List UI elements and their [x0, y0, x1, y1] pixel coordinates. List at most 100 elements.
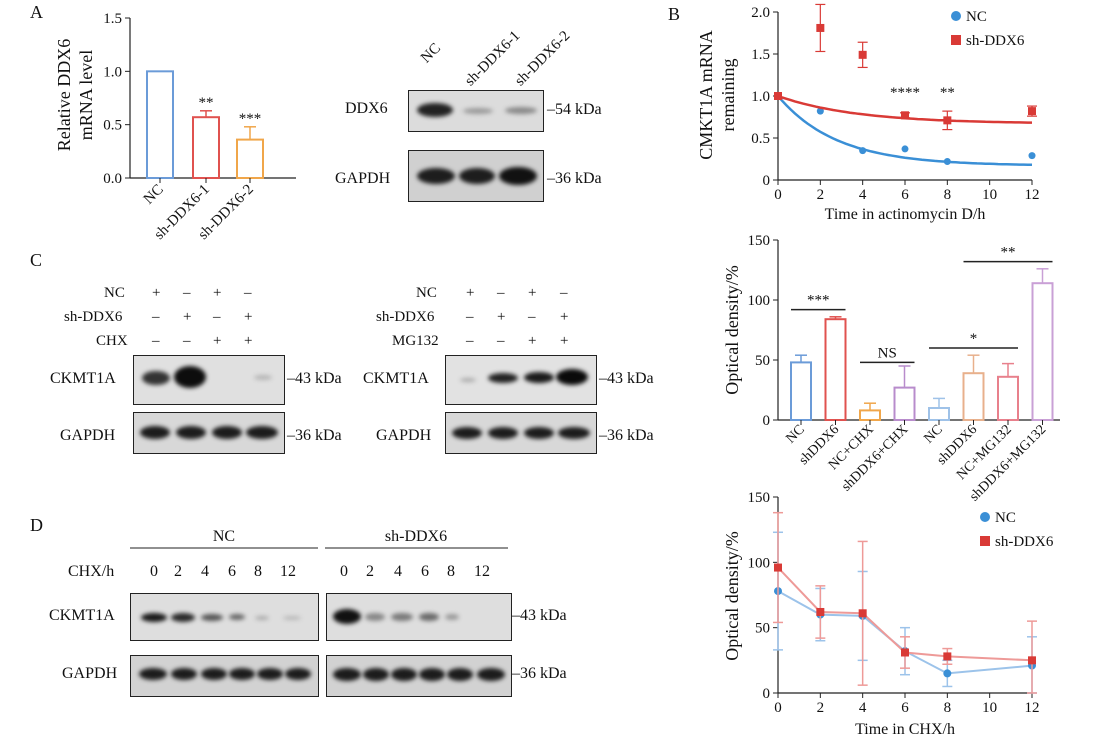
- blot-d-row-ckmt1a: CKMT1A: [49, 607, 115, 624]
- panel-label-c: C: [30, 250, 43, 270]
- panel-c-right-sign: +: [560, 309, 569, 325]
- panel-d-time-value: 2: [366, 563, 374, 580]
- panel-d-point-NC: [774, 587, 782, 596]
- panel-a-ytick-label: 0.0: [103, 171, 122, 187]
- blot-d-shddx6-gapdh: [326, 655, 512, 697]
- panel-c-comparison-label: ***: [807, 293, 830, 309]
- panel-d-time-value: 0: [340, 563, 348, 580]
- panel-c-bar-2: [859, 409, 881, 421]
- panel-d-xtick-label: 10: [982, 700, 997, 716]
- panel-d-time-value: 6: [421, 563, 429, 580]
- panel-c-right-sign: –: [466, 309, 474, 325]
- panel-c-left-sign: –: [244, 285, 252, 301]
- panel-b-point-sh-DDX6: [943, 116, 952, 125]
- panel-b-point-sh-DDX6: [774, 92, 782, 100]
- panel-c-right-sign: –: [528, 309, 536, 325]
- panel-b-xtick-label: 4: [859, 187, 867, 203]
- panel-d-time-value: 6: [228, 563, 236, 580]
- panel-b-legend-marker: [951, 35, 961, 45]
- panel-d-time-label: CHX/h: [68, 563, 115, 580]
- panel-c-comparison-label: NS: [878, 345, 897, 361]
- panel-c-bar-3: [893, 386, 916, 422]
- panel-c-bar-7: [1031, 282, 1054, 422]
- blot-d-row-gapdh: GAPDH: [62, 665, 118, 682]
- panel-c-right-sign: +: [528, 333, 537, 349]
- blot-c2-row-ckmt1a: CKMT1A: [363, 370, 429, 387]
- panel-c-right-sign: +: [560, 333, 569, 349]
- blot-d-nc-gapdh: [130, 655, 319, 697]
- panel-b-ytick-label: 0: [763, 173, 771, 189]
- panel-d-point-sh-DDX6: [858, 609, 867, 618]
- panel-b-point-sh-DDX6: [901, 111, 909, 120]
- panel-b-xtick-label: 8: [944, 187, 952, 203]
- panel-d-time-value: 8: [254, 563, 262, 580]
- panel-d-legend-label: NC: [995, 510, 1016, 526]
- panel-d-legend-marker: [980, 536, 990, 546]
- panel-b-legend-label: sh-DDX6: [966, 33, 1025, 49]
- panel-c-right-sign: –: [466, 333, 474, 349]
- panel-b-ylabel-line1: CMKT1A mRNA: [696, 30, 716, 160]
- panel-c-left-sign: –: [183, 285, 191, 301]
- panel-b-ytick-label: 1.5: [751, 47, 770, 63]
- panel-d-point-NC: [858, 611, 867, 620]
- panel-d-xtick-label: 0: [774, 700, 782, 716]
- panel-b-ytick-label: 0.5: [751, 131, 770, 147]
- panel-c-ytick-label: 150: [748, 233, 771, 249]
- panel-d-xtick-label: 6: [901, 700, 909, 716]
- panel-c-left-row-label: sh-DDX6: [64, 309, 123, 325]
- panel-c-ytick-label: 0: [763, 413, 771, 429]
- panel-c-xtick-label: shDDX6: [935, 422, 981, 468]
- panel-c-xtick-label: NC: [783, 422, 807, 446]
- panel-c-left-row-label: NC: [104, 285, 125, 301]
- panel-c-comparison-label: *: [970, 331, 978, 347]
- panel-c-left-sign: +: [183, 309, 192, 325]
- panel-a-sig: ***: [239, 111, 262, 127]
- blot-d-nc-ckmt1a: [130, 593, 319, 641]
- panel-a-ytick-label: 0.5: [103, 118, 122, 134]
- panel-d-legend-marker: [980, 512, 990, 522]
- panel-b-point-NC: [1028, 152, 1036, 160]
- blot-a-size-54: –54 kDa: [547, 101, 602, 118]
- panel-d-point-sh-DDX6: [901, 648, 909, 657]
- panel-d-time-value: 4: [201, 563, 209, 580]
- panel-c-bar-6: [997, 375, 1019, 421]
- panel-d-point-NC: [901, 647, 909, 656]
- panel-c-xtick-label: shDDX6+MG132: [967, 422, 1049, 504]
- panel-c-ytick-label: 50: [755, 353, 770, 369]
- panel-b-point-NC: [774, 92, 782, 100]
- blot-a-gapdh: [408, 150, 544, 202]
- panel-d-group-nc: NC: [213, 528, 235, 545]
- panel-d-point-sh-DDX6: [774, 563, 782, 572]
- panel-d-point-NC: [943, 669, 952, 678]
- panel-b-point-NC: [816, 107, 824, 115]
- panel-c-xtick-label: shDDX6+CHX: [839, 422, 911, 494]
- panel-d-time-value: 12: [280, 563, 296, 580]
- panel-c-left-sign: –: [213, 309, 221, 325]
- panel-c-left-sign: +: [244, 333, 253, 349]
- panel-c-right-sign: –: [497, 285, 505, 301]
- panel-d-point-sh-DDX6: [816, 607, 825, 616]
- panel-a-ylabel-line1: Relative DDX6: [54, 39, 74, 151]
- blot-c1-size-43: –43 kDa: [287, 370, 342, 387]
- panel-a-ytick-label: 1.0: [103, 64, 122, 80]
- panel-c-xtick-label: NC+CHX: [826, 422, 877, 473]
- panel-c-bar-0: [790, 361, 812, 421]
- blot-c2-row-gapdh: GAPDH: [376, 427, 432, 444]
- panel-c-bar-1: [824, 318, 847, 422]
- panel-b-point-sh-DDX6: [816, 23, 825, 32]
- panel-c-left-sign: +: [213, 333, 222, 349]
- panel-d-ytick-label: 100: [748, 555, 771, 571]
- panel-d-point-NC: [1028, 661, 1036, 670]
- panel-c-right-row-label: MG132: [392, 333, 439, 349]
- panel-d-xlabel: Time in CHX/h: [855, 721, 955, 738]
- panel-d-xtick-label: 8: [944, 700, 952, 716]
- panel-b-xtick-label: 10: [982, 187, 997, 203]
- panel-label-a: A: [30, 2, 43, 22]
- panel-d-legend-label: sh-DDX6: [995, 534, 1054, 550]
- panel-a-bar-NC: [146, 70, 174, 179]
- panel-a-bar-sh-DDX6-2: [236, 138, 264, 180]
- panel-c-right-sign: +: [466, 285, 475, 301]
- panel-a-ytick-label: 1.5: [103, 11, 122, 27]
- blot-c2-size-36: –36 kDa: [599, 427, 654, 444]
- panel-d-ytick-label: 50: [755, 621, 770, 637]
